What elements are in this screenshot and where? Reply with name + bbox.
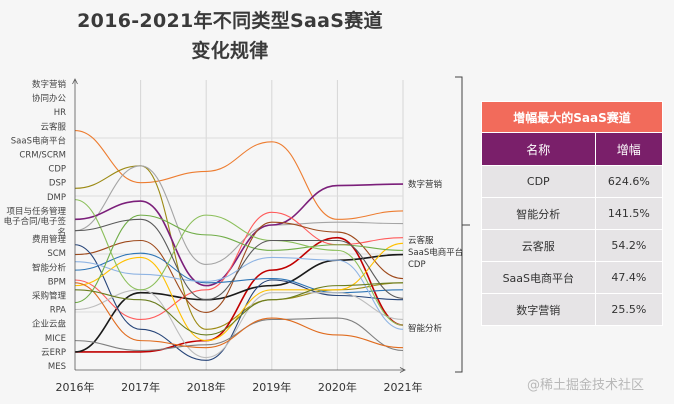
y-tick-label: DSP	[49, 179, 66, 189]
end-label: 数字营销	[408, 179, 443, 190]
end-label: 智能分析	[408, 323, 443, 334]
chart-title-line2: 变化规律	[191, 40, 269, 62]
row-name: 数字营销	[481, 293, 596, 326]
y-axis-arrow-icon	[72, 78, 78, 85]
y-tick-label: CRM/SCRM	[19, 151, 66, 161]
y-tick-label: 采购管理	[32, 291, 67, 302]
y-tick-label: 云客服	[40, 121, 66, 132]
row-growth: 141.5%	[594, 197, 664, 230]
watermark: @稀土掘金技术社区	[527, 378, 645, 393]
y-tick-label: SCM	[47, 249, 66, 259]
y-tick-label: 云ERP	[41, 348, 66, 358]
x-axis-labels: 2016年 2017年 2018年 2019年 2020年 2021年	[56, 380, 423, 394]
series-line-15	[74, 282, 404, 349]
y-tick-label: 智能分析	[32, 262, 67, 273]
y-tick-label: BPM	[48, 277, 66, 287]
series-line-12	[74, 256, 404, 330]
series-line-10	[74, 244, 404, 361]
y-tick-label: HR	[54, 108, 66, 118]
y-tick-label: MICE	[45, 334, 66, 344]
end-label: CDP	[408, 260, 426, 270]
axes	[72, 78, 406, 373]
top-growth-table: 增幅最大的SaaS赛道 名称 增幅 CDP 624.6% 智能分析 141.5% 云…	[481, 101, 664, 326]
series-line-4	[74, 183, 404, 287]
series-line-16	[74, 214, 404, 304]
table-row: 数字营销 25.5%	[481, 293, 664, 326]
end-label: SaaS电商平台	[408, 247, 463, 258]
series-line-19	[74, 282, 404, 336]
series-line-3	[74, 165, 404, 266]
row-growth: 54.2%	[594, 229, 664, 262]
table-row: 智能分析 141.5%	[481, 197, 664, 230]
y-tick-label: DMP	[47, 193, 66, 203]
y-tick-label: 费用管理	[32, 234, 67, 245]
row-name: 智能分析	[481, 197, 596, 230]
bracket	[455, 76, 470, 373]
table-header-name: 名称	[481, 132, 596, 166]
row-name: CDP	[481, 165, 596, 198]
table-row: CDP 624.6%	[481, 165, 664, 198]
table-row: SaaS电商平台 47.4%	[481, 261, 664, 294]
row-name: SaaS电商平台	[481, 261, 596, 294]
y-tick-label: CDP	[48, 165, 66, 175]
y-tick-label: 电子合同/电子签名	[4, 216, 67, 238]
y-tick-label: 数字营销	[32, 79, 67, 90]
y-tick-label: RPA	[50, 306, 66, 316]
y-tick-label: 协同办公	[32, 93, 67, 104]
y-tick-label: MES	[48, 362, 66, 372]
row-growth: 25.5%	[594, 293, 664, 326]
y-tick-label: SaaS电商平台	[11, 135, 66, 146]
row-growth: 47.4%	[594, 261, 664, 294]
table-title: 增幅最大的SaaS赛道	[481, 101, 663, 133]
series-line-17	[74, 199, 404, 326]
x-tick-label: 2016年	[56, 380, 95, 394]
chart-title-line1: 2016-2021年不同类型SaaS赛道	[77, 10, 383, 32]
table-header-growth: 增幅	[594, 132, 664, 166]
row-growth: 624.6%	[594, 165, 664, 198]
y-tick-label: 项目与任务管理	[6, 206, 66, 217]
series-line-18	[74, 218, 404, 301]
x-tick-label: 2021年	[384, 380, 423, 394]
x-tick-label: 2017年	[121, 380, 160, 394]
x-tick-label: 2018年	[187, 380, 226, 394]
series-line-5	[75, 236, 404, 353]
end-label: 云客服	[408, 235, 434, 246]
series-line-1	[74, 129, 404, 220]
table-row: 云客服 54.2%	[481, 229, 664, 262]
series-lines	[74, 129, 404, 361]
row-name: 云客服	[481, 229, 596, 262]
x-axis-arrow-icon	[399, 367, 406, 373]
x-tick-label: 2019年	[252, 380, 291, 394]
y-tick-label: 企业云盘	[32, 319, 67, 330]
x-tick-label: 2020年	[318, 380, 357, 394]
